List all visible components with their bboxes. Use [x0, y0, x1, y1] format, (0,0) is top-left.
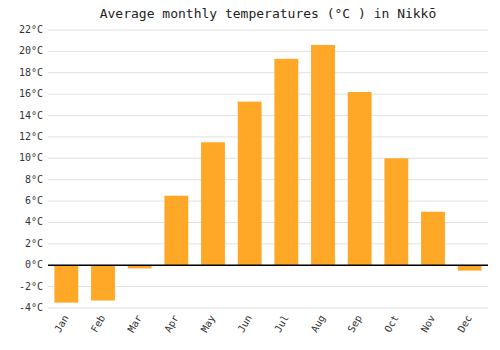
zero-line [48, 264, 488, 266]
bar [458, 265, 482, 270]
grid-line [48, 201, 488, 202]
x-tick-label: Apr [162, 313, 181, 334]
y-tick-label: 20°C [19, 45, 43, 56]
y-tick-label: 0°C [25, 259, 43, 270]
y-tick-label: 4°C [25, 216, 43, 227]
grid-line [48, 51, 488, 52]
y-tick-label: 10°C [19, 152, 43, 163]
x-tick-label: Feb [89, 313, 108, 334]
grid-line [48, 136, 488, 137]
x-tick-label: Jun [235, 313, 254, 334]
y-tick-label: 14°C [19, 110, 43, 121]
bar [311, 45, 335, 265]
y-tick-label: 8°C [25, 174, 43, 185]
grid-line [48, 158, 488, 159]
grid-line [48, 308, 488, 309]
grid-line [48, 94, 488, 95]
bar [274, 59, 298, 265]
bar [384, 158, 408, 265]
title: Average monthly temperatures (°C ) in Ni… [100, 6, 437, 21]
x-tick-label: Mar [125, 313, 144, 334]
bar [421, 212, 445, 265]
y-tick-label: 22°C [19, 24, 43, 35]
x-tick-label: Jan [52, 313, 71, 334]
bar [348, 92, 372, 265]
y-tick-label: 18°C [19, 67, 43, 78]
y-tick-label: 2°C [25, 238, 43, 249]
y-tick-label: -2°C [19, 281, 43, 292]
chart: -4°C -2°C 0°C 2°C 4°C 6°C 8°C 10°C 12°C 14°C 16°C 1… [0, 0, 500, 350]
y-tick-label: -4°C [19, 302, 43, 313]
bar [91, 265, 115, 300]
x-tick-label: Sep [345, 313, 364, 334]
y-tick-label: 16°C [19, 88, 43, 99]
bar [54, 265, 78, 302]
grid-line [48, 72, 488, 73]
bars [54, 45, 481, 303]
grid-line [48, 265, 488, 266]
y-tick-label: 12°C [19, 131, 43, 142]
x-tick-label: May [199, 313, 218, 334]
grid-line [48, 179, 488, 180]
bar [238, 102, 262, 266]
y-axis: -4°C -2°C 0°C 2°C 4°C 6°C 8°C 10°C 12°C 14°C 16°C 1… [19, 24, 43, 313]
x-tick-label: Oct [382, 313, 401, 334]
grid-line [48, 30, 488, 31]
x-tick-label: Nov [419, 313, 438, 334]
grid [48, 30, 488, 308]
y-tick-label: 6°C [25, 195, 43, 206]
bar [164, 196, 188, 266]
grid-line [48, 115, 488, 116]
x-axis: Jan Feb Mar Apr May Jun Jul Aug Sep Oct Nov Dec [52, 313, 474, 334]
bar [201, 142, 225, 265]
x-tick-label: Aug [309, 313, 328, 334]
x-tick-label: Dec [455, 313, 474, 334]
x-tick-label: Jul [272, 313, 291, 334]
